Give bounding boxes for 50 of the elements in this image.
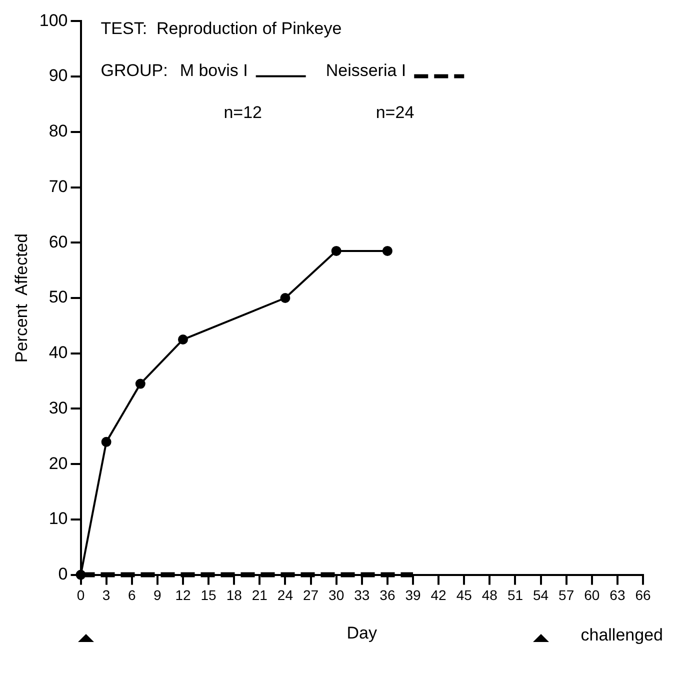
annotation: n=24	[376, 102, 414, 122]
x-tick-label: 9	[154, 587, 162, 604]
y-tick-label: 10	[48, 509, 68, 528]
point	[178, 334, 188, 345]
x-tick-label: 24	[277, 587, 294, 604]
legend-label: Neisseria I	[326, 60, 406, 80]
y-tick-label: 30	[48, 398, 68, 418]
x-axis-title: Day	[346, 623, 378, 642]
x-tick-label: 6	[128, 587, 136, 604]
x-tick-label: 48	[482, 587, 498, 604]
x-tick-label: 60	[584, 587, 600, 604]
x-tick-label: 15	[200, 587, 217, 604]
x-tick-label: 51	[507, 587, 524, 604]
legend-title: GROUP:	[100, 60, 168, 80]
legend-label: M bovis I	[180, 60, 248, 80]
x-tick-label: 42	[430, 587, 447, 604]
y-tick-label: 80	[48, 122, 68, 141]
x-tick-label: 21	[252, 587, 268, 604]
x-tick-label: 39	[405, 587, 421, 604]
point	[101, 436, 112, 447]
y-tick-label: 0	[58, 564, 68, 584]
y-tick-label: 60	[48, 232, 68, 252]
y-tick-label: 100	[39, 10, 68, 30]
x-tick-label: 57	[558, 587, 574, 604]
annotation: n=12	[224, 102, 262, 122]
y-tick-label: 70	[48, 176, 68, 196]
y-axis-title: Percent Affected	[12, 233, 31, 363]
x-tick-label: 66	[635, 587, 651, 604]
chart-title: TEST: Reproduction of Pinkeye	[100, 18, 342, 38]
x-tick-label: 27	[302, 587, 319, 604]
x-tick-label: 12	[175, 587, 191, 604]
x-tick-label: 3	[102, 587, 110, 604]
x-tick-label: 54	[532, 587, 549, 604]
point	[331, 246, 342, 256]
text: challenged	[580, 626, 663, 645]
point	[135, 378, 146, 389]
y-tick-label: 90	[48, 66, 68, 86]
x-tick-label: 0	[76, 587, 85, 604]
x-tick-label: 36	[380, 587, 396, 604]
x-tick-label: 63	[610, 587, 626, 604]
point	[382, 246, 392, 256]
x-tick-label: 33	[354, 587, 370, 604]
point	[76, 570, 86, 580]
x-tick-label: 30	[328, 587, 344, 604]
y-tick-label: 20	[48, 454, 68, 473]
point	[280, 293, 290, 303]
y-tick-label: 40	[48, 343, 68, 362]
x-tick-label: 45	[456, 587, 472, 604]
y-tick-label: 50	[48, 288, 68, 307]
x-tick-label: 18	[226, 587, 242, 604]
